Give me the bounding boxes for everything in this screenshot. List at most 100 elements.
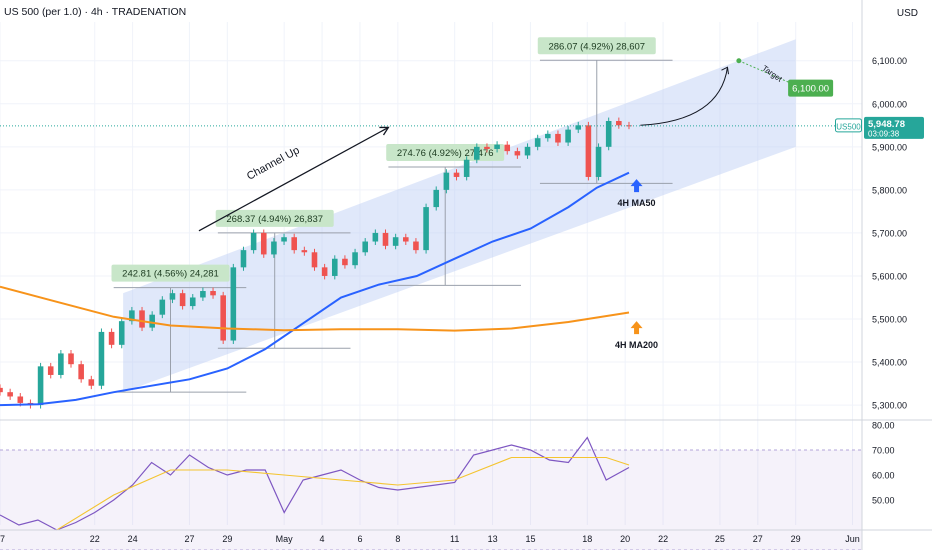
candle-body [443,172,450,190]
candle-body [545,133,551,139]
x-tick-label: 20 [620,534,630,544]
x-tick-label: 29 [791,534,801,544]
candle-body [372,232,379,242]
candle-body [240,250,247,268]
target-value-box [788,79,834,97]
measure-label: 274.76 (4.92%) 27,476 [397,148,494,159]
candle-body [37,366,44,406]
candle-body [382,232,389,246]
candle-body [352,252,358,266]
candle-body [118,321,125,345]
candle-body [281,237,287,242]
ma200-arrow-icon [630,321,643,335]
measure-label-box [215,209,334,227]
candle-body [575,125,582,130]
candle-body [159,299,166,315]
countdown-label: 03:09:38 [868,129,900,138]
x-tick-label: 15 [525,534,535,544]
candle-body [129,310,135,322]
rsi-tick-label: 50.00 [872,496,895,506]
candle-body [291,237,297,251]
candlesticks [0,117,632,409]
candle-body [68,353,74,365]
candle-body [605,121,612,147]
candle-body [403,237,409,242]
price-badge [864,116,924,139]
x-tick-label: 22 [90,534,100,544]
ma50-label: 4H MA50 [618,198,656,208]
x-tick-label: 13 [488,534,498,544]
y-tick-label: 5,700.00 [872,228,907,238]
y-tick-label: 5,900.00 [872,142,907,152]
x-tick-label: 6 [357,534,362,544]
projection-curve [640,67,728,126]
candle-body [534,138,541,147]
candle-body [453,172,460,177]
x-tick-label: Jun [845,534,860,544]
target-pointer [738,60,794,85]
target-value-label: 6,100.00 [792,84,829,95]
y-tick-label: 5,800.00 [872,185,907,195]
candle-body [565,129,571,143]
chart-title: US 500 (per 1.0) · 4h · TRADENATION [4,6,187,18]
candle-body [139,310,145,328]
candle-body [230,267,237,341]
candle-body [504,144,511,152]
candle-body [514,151,521,156]
candle-body [463,159,470,177]
rsi-tick-label: 70.00 [872,446,895,456]
symbol-label: US500 [836,122,861,131]
candle-body [423,207,429,251]
candle-body [392,237,399,246]
candle-body [433,189,440,208]
candle-body [189,297,196,307]
candle-body [271,241,277,255]
x-tick-label: 22 [658,534,668,544]
measure-label: 242.81 (4.56%) 24,281 [122,269,219,280]
candle-body [58,353,64,375]
y-tick-label: 5,600.00 [872,271,907,281]
symbol-badge [835,118,862,133]
currency-label: USD [896,8,918,19]
x-tick-label: 27 [753,534,763,544]
candle-body [108,331,115,345]
ma50-arrow-icon [630,179,643,193]
rsi-pane [0,436,862,550]
candle-body [260,232,267,255]
ma200-line [0,285,630,332]
candle-body [200,291,206,298]
x-tick-label: 8 [395,534,400,544]
candle-body [0,387,3,393]
channel-band [123,39,796,393]
x-tick-label: 18 [582,534,592,544]
candle-body [210,291,216,296]
projection-arrow-head [721,66,729,75]
ma50-line [0,171,630,407]
candle-body [342,258,348,266]
candle-body [555,133,561,143]
candle-body [220,295,226,341]
candle-body [169,293,176,300]
channel-arrow-line [198,126,389,232]
y-tick-label: 5,500.00 [872,315,907,325]
x-tick-label: May [276,534,294,544]
x-tick-label: 4 [320,534,325,544]
measure-label: 286.07 (4.92%) 28,607 [548,41,645,52]
ma200-label: 4H MA200 [615,340,658,350]
candle-body [616,121,622,126]
candle-body [595,146,602,177]
candle-body [311,252,318,268]
rsi-ma-line [0,456,630,531]
y-tick-label: 5,400.00 [872,358,907,368]
channel-arrow-head [379,126,390,136]
x-tick-label: 27 [184,534,194,544]
candle-body [413,241,419,251]
measure-label-box [111,264,230,282]
moving-averages [0,171,630,407]
candle-body [250,232,257,251]
rsi-tick-label: 60.00 [872,471,895,481]
candle-body [524,146,531,156]
candle-body [474,146,480,160]
candle-body [585,125,592,177]
